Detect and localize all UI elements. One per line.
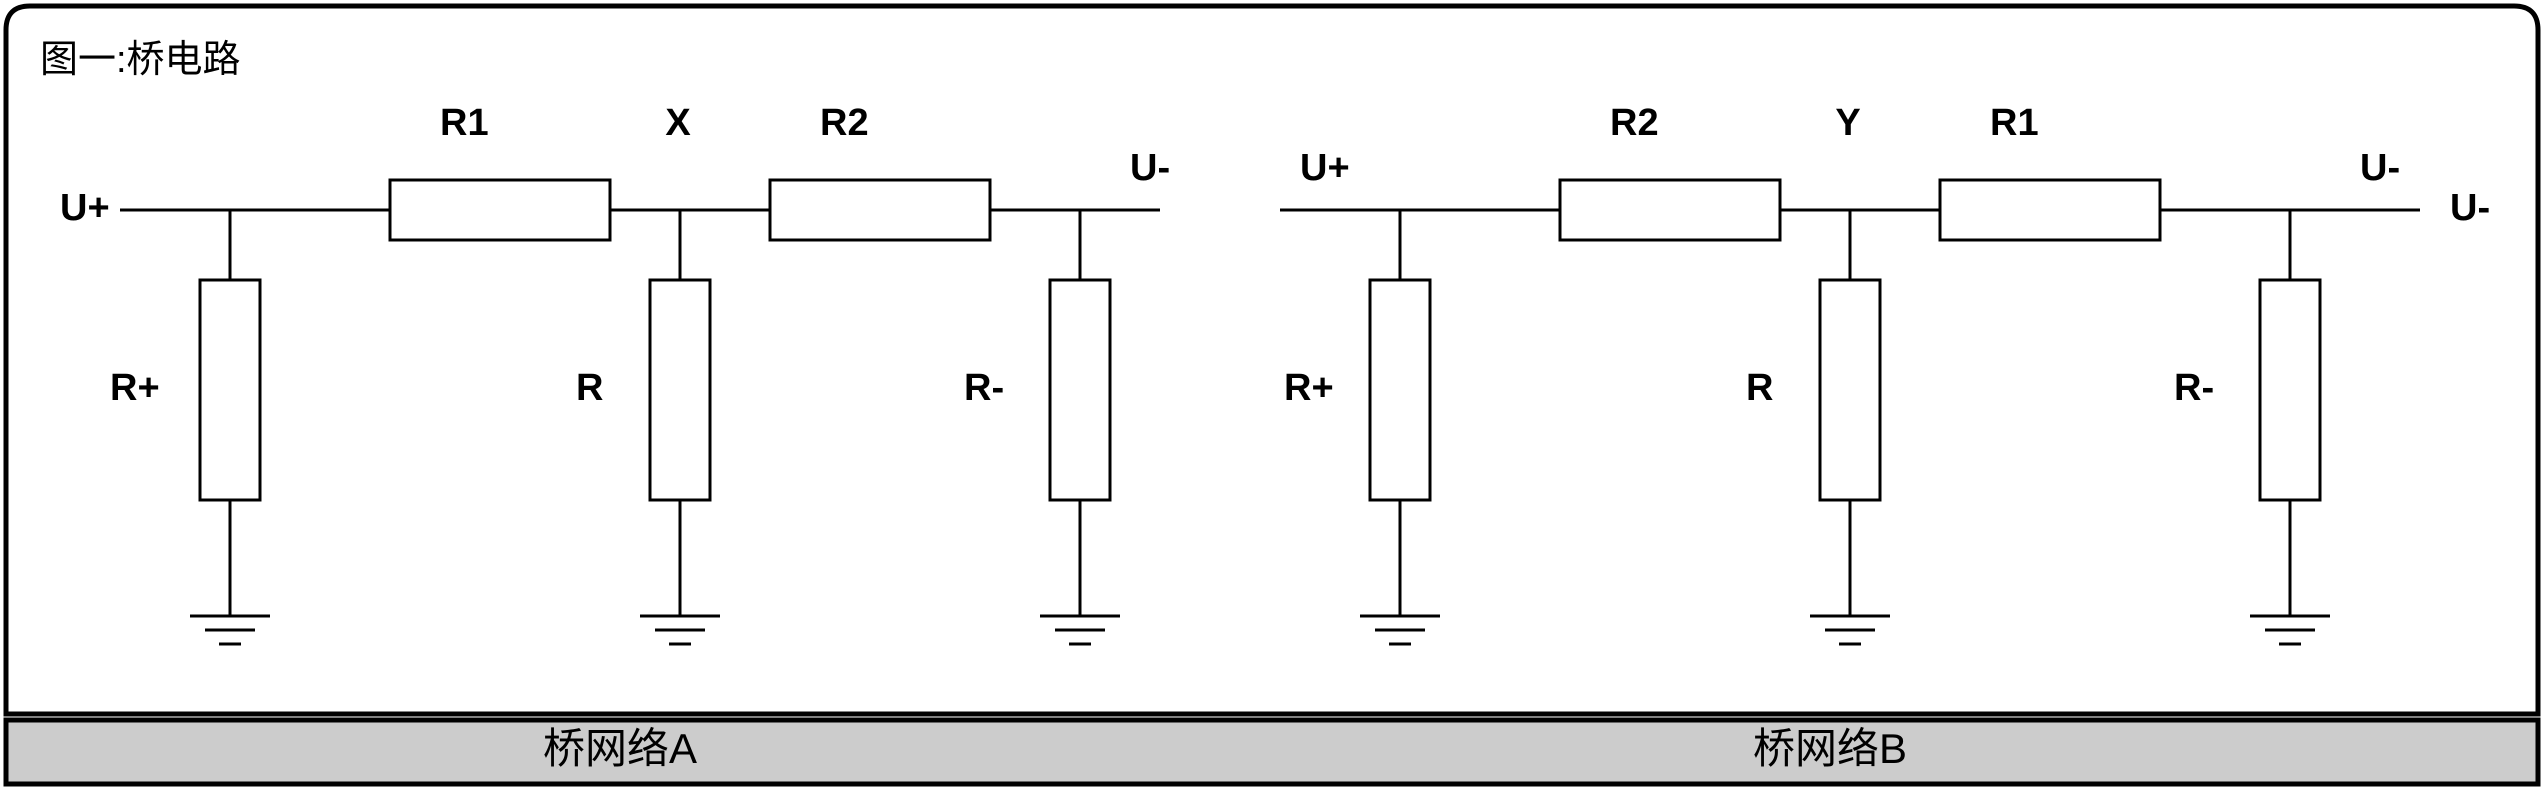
label: U-	[2450, 187, 2490, 229]
label: R1	[440, 102, 489, 144]
circuit-svg: 图一:桥电路 R1 R2 X U+ U- R+ R R- R2 R1 Y U+ U- U- R+ R R- 桥网络A…	[0, 0, 2544, 794]
label: U-	[1130, 147, 1170, 189]
label: R2	[820, 102, 869, 144]
diagram-title: 图一:桥电路	[40, 39, 241, 81]
label: X	[665, 102, 691, 144]
label: U+	[1300, 147, 1350, 189]
diagram-border	[6, 6, 2538, 714]
footer-label-b: 桥网络B	[1753, 725, 1907, 772]
label: U+	[60, 187, 110, 229]
label: R1	[1990, 102, 2039, 144]
label: U-	[2360, 147, 2400, 189]
footer-label-a: 桥网络A	[543, 725, 697, 772]
label: R+	[1284, 367, 1334, 409]
label: R+	[110, 367, 160, 409]
label: R	[576, 367, 603, 409]
label: R-	[964, 367, 1004, 409]
label: R	[1746, 367, 1773, 409]
circuit-diagram: 图一:桥电路 R1 R2 X U+ U- R+ R R- R2 R1 Y U+ U- U- R+ R R- 桥网络A…	[0, 0, 2544, 794]
label: Y	[1835, 102, 1860, 144]
label: R2	[1610, 102, 1659, 144]
label: R-	[2174, 367, 2214, 409]
